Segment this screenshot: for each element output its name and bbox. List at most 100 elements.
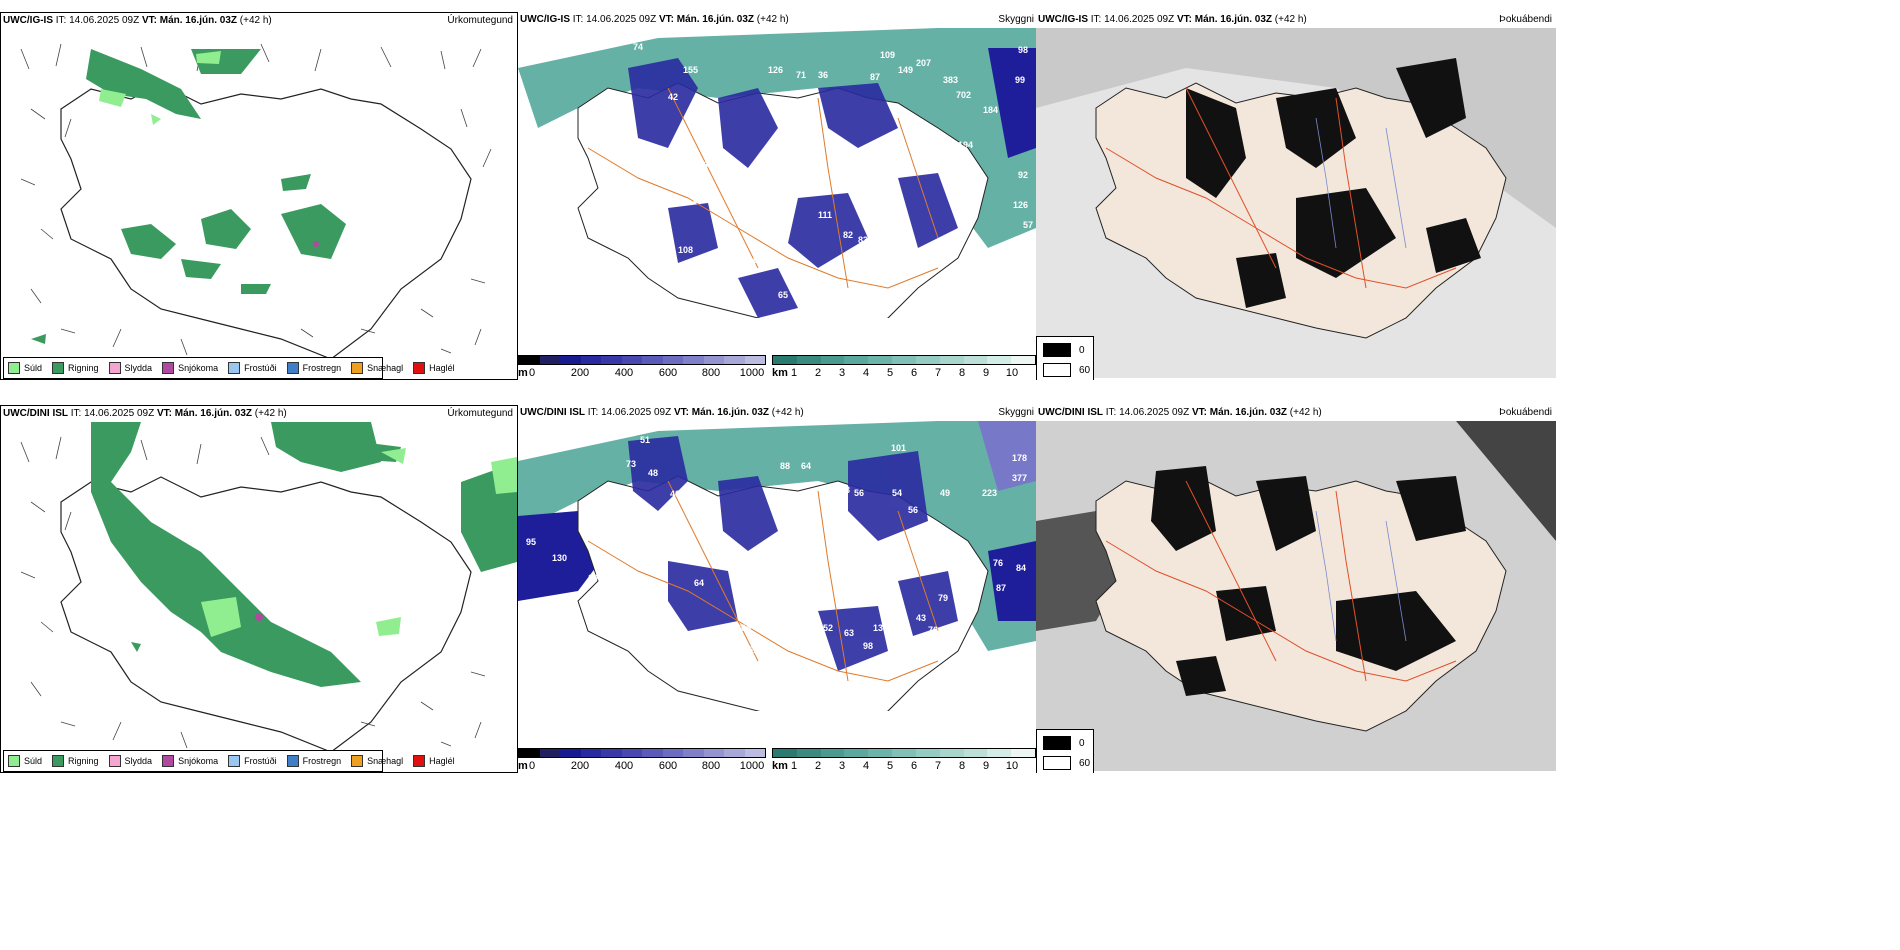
- svg-text:101: 101: [891, 443, 906, 453]
- roads: [587, 87, 939, 289]
- low-visibility-areas: [628, 58, 958, 318]
- svg-text:377: 377: [1012, 473, 1027, 483]
- svg-text:60: 60: [638, 523, 648, 533]
- svg-text:56: 56: [698, 160, 708, 170]
- svg-text:99: 99: [1015, 75, 1025, 85]
- panel-header: UWC/IG-IS IT: 14.06.2025 09Z VT: Mán. 16…: [3, 15, 272, 26]
- svg-text:76: 76: [993, 558, 1003, 568]
- fog-legend: 0 60: [1036, 336, 1094, 380]
- visibility-m-unit: m: [518, 367, 528, 379]
- svg-text:126: 126: [768, 65, 783, 75]
- svg-text:100: 100: [938, 245, 953, 255]
- svg-text:84: 84: [1016, 563, 1026, 573]
- svg-text:223: 223: [982, 488, 997, 498]
- panel-header: UWC/IG-IS IT: 14.06.2025 09Z VT: Mán. 16…: [520, 14, 789, 25]
- svg-text:68: 68: [958, 155, 968, 165]
- svg-text:76: 76: [928, 625, 938, 635]
- svg-text:65: 65: [778, 290, 788, 300]
- svg-text:109: 109: [880, 50, 895, 60]
- svg-text:130: 130: [552, 553, 567, 563]
- svg-text:57: 57: [1023, 220, 1033, 230]
- fog-dark-areas: [1186, 58, 1481, 308]
- svg-text:68: 68: [753, 255, 763, 265]
- svg-text:85: 85: [590, 503, 600, 513]
- svg-text:184: 184: [983, 105, 998, 115]
- svg-text:139: 139: [873, 623, 888, 633]
- visibility-panel-row0: UWC/IG-IS IT: 14.06.2025 09Z VT: Mán. 16…: [518, 12, 1036, 380]
- svg-text:90: 90: [924, 521, 934, 531]
- svg-text:95: 95: [526, 537, 536, 547]
- panel-title-visibility: Skyggni: [998, 407, 1034, 418]
- panel-title-visibility: Skyggni: [998, 14, 1034, 25]
- legend-item-frostudi: Frostúði: [228, 362, 277, 374]
- svg-text:55: 55: [638, 538, 648, 548]
- svg-text:92: 92: [1018, 170, 1028, 180]
- svg-text:88: 88: [780, 461, 790, 471]
- svg-text:53: 53: [840, 485, 850, 495]
- svg-text:63: 63: [844, 628, 854, 638]
- panel-header: UWC/DINI ISL IT: 14.06.2025 09Z VT: Mán.…: [3, 408, 287, 419]
- svg-text:126: 126: [1013, 200, 1028, 210]
- snow-spot: [313, 241, 319, 247]
- fog-index-panel-row1: UWC/DINI ISL IT: 14.06.2025 09Z VT: Mán.…: [1036, 405, 1556, 773]
- visibility-km-unit: km: [772, 367, 788, 379]
- fog-dark-areas: [1151, 466, 1466, 696]
- legend-item-rigning: Rigning: [52, 755, 99, 767]
- legend-item-frostudi: Frostúði: [228, 755, 277, 767]
- legend-item-snaehagl: Snæhagl: [351, 362, 403, 374]
- svg-text:42: 42: [668, 92, 678, 102]
- svg-text:11: 11: [848, 250, 858, 260]
- svg-text:207: 207: [916, 58, 931, 68]
- svg-text:71: 71: [796, 70, 806, 80]
- svg-text:98: 98: [1018, 45, 1028, 55]
- svg-text:178: 178: [1012, 453, 1027, 463]
- roads: [587, 480, 939, 682]
- visibility-value-labels: 51 73 48 40 95 130 108 85 60 55 46 64 88…: [526, 435, 1027, 655]
- wind-barbs: [20, 43, 492, 356]
- panel-title-fog-index: Þokuábendi: [1499, 407, 1552, 418]
- svg-text:205: 205: [736, 623, 751, 633]
- svg-text:702: 702: [956, 90, 971, 100]
- svg-text:194: 194: [958, 140, 973, 150]
- roads: [1105, 480, 1457, 682]
- rivers: [1315, 117, 1407, 249]
- svg-text:54: 54: [892, 488, 902, 498]
- legend-item-slydda: Slydda: [108, 362, 152, 374]
- low-visibility-areas: [628, 436, 958, 671]
- svg-text:155: 155: [683, 65, 698, 75]
- rain-areas: [31, 49, 346, 344]
- svg-text:36: 36: [818, 70, 828, 80]
- legend-item-slydda: Slydda: [108, 755, 152, 767]
- panel-header: UWC/IG-IS IT: 14.06.2025 09Z VT: Mán. 16…: [1038, 14, 1307, 25]
- svg-text:40: 40: [670, 489, 680, 499]
- legend-item-snjokoma: Snjókoma: [162, 362, 218, 374]
- svg-text:79: 79: [938, 593, 948, 603]
- panel-title-precip-type: Úrkomutegund: [447, 408, 513, 419]
- legend-item-snaehagl: Snæhagl: [351, 755, 403, 767]
- svg-text:43: 43: [916, 613, 926, 623]
- far-visibility-ne: [978, 421, 1036, 491]
- wind-barbs: [20, 436, 486, 749]
- visibility-value-labels: 74 155 42 64 126 71 36 87 109 149 207 38…: [633, 42, 1033, 300]
- fog-legend: 0 60: [1036, 729, 1094, 773]
- iceland-outline: [60, 476, 472, 752]
- svg-text:82: 82: [843, 230, 853, 240]
- legend-item-frostregn: Frostregn: [286, 362, 341, 374]
- svg-text:73: 73: [626, 459, 636, 469]
- iceland-outline: [60, 83, 472, 359]
- svg-text:83: 83: [858, 235, 868, 245]
- fog-map-row0: [1036, 28, 1556, 378]
- snow-spot: [255, 613, 263, 621]
- svg-text:98: 98: [863, 641, 873, 651]
- panel-header: UWC/DINI ISL IT: 14.06.2025 09Z VT: Mán.…: [520, 407, 804, 418]
- svg-text:149: 149: [898, 65, 913, 75]
- visibility-km-colorbar: [772, 355, 1036, 365]
- svg-text:64: 64: [693, 195, 703, 205]
- visibility-m-colorbar: [518, 355, 766, 365]
- drizzle-areas: [201, 448, 517, 637]
- panel-title-precip-type: Úrkomutegund: [447, 15, 513, 26]
- fog-index-panel-row0: UWC/IG-IS IT: 14.06.2025 09Z VT: Mán. 16…: [1036, 12, 1556, 380]
- svg-text:64: 64: [694, 578, 704, 588]
- svg-text:89: 89: [958, 601, 968, 611]
- svg-text:64: 64: [703, 112, 713, 122]
